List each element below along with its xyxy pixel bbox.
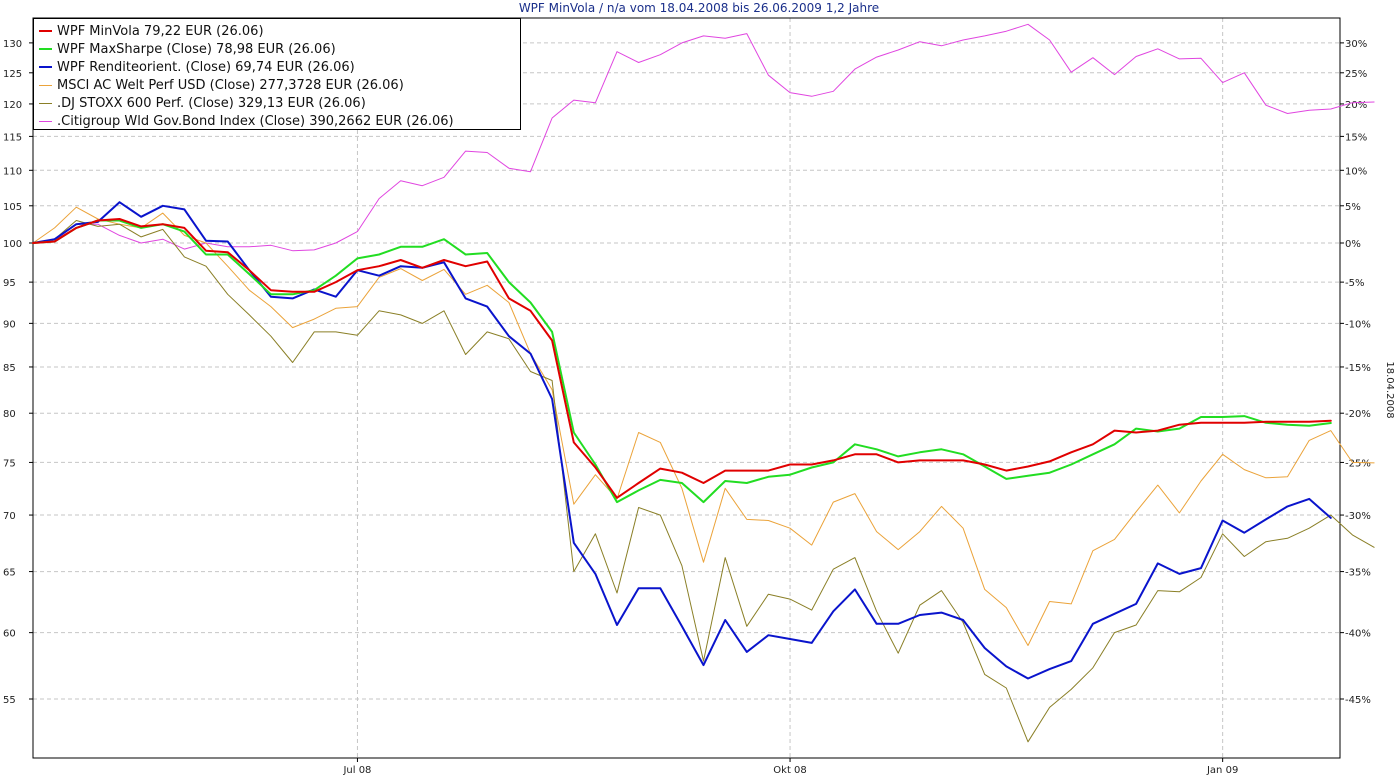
left-tick-label: 100: [3, 239, 22, 250]
right-tick-label: -5%: [1345, 278, 1364, 289]
legend-label: .DJ STOXX 600 Perf. (Close) 329,13 EUR (…: [57, 95, 366, 111]
left-tick-label: 105: [3, 202, 22, 213]
left-tick-label: 110: [3, 166, 22, 177]
left-tick-label: 120: [3, 100, 22, 111]
left-tick-label: 75: [3, 458, 16, 469]
legend-entry: MSCI AC Welt Perf USD (Close) 277,3728 E…: [39, 76, 520, 94]
right-tick-label: 30%: [1345, 39, 1367, 50]
right-tick-label: 0%: [1345, 239, 1361, 250]
chart-title: WPF MinVola / n/a vom 18.04.2008 bis 26.…: [518, 1, 880, 15]
right-axis: 30% 25% 20% 15% 10% 5% 0% -5% -10% -15% -20% -25% -3…: [1340, 39, 1371, 706]
right-tick-label: -35%: [1345, 568, 1371, 579]
left-tick-label: 90: [3, 319, 16, 330]
left-tick-label: 60: [3, 629, 16, 640]
legend: WPF MinVola 79,22 EUR (26.06) WPF MaxShar…: [33, 18, 521, 130]
left-tick-label: 125: [3, 69, 22, 80]
right-tick-label: 25%: [1345, 69, 1367, 80]
legend-entry: WPF MaxSharpe (Close) 78,98 EUR (26.06): [39, 40, 520, 58]
legend-swatch: [39, 66, 52, 68]
series-line-4: [32, 220, 1375, 743]
legend-swatch: [39, 84, 52, 86]
legend-entry: .Citigroup Wld Gov.Bond Index (Close) 39…: [39, 112, 520, 130]
series-line-0: [32, 218, 1332, 499]
series-layer: [32, 23, 1375, 743]
right-axis-label: 18.04.2008: [1384, 361, 1395, 418]
right-tick-label: -20%: [1345, 409, 1371, 420]
left-tick-label: 95: [3, 278, 16, 289]
series-line-3: [32, 206, 1375, 646]
legend-entry: WPF Renditeorient. (Close) 69,74 EUR (26…: [39, 58, 520, 76]
legend-swatch: [39, 120, 52, 122]
left-tick-label: 115: [3, 132, 22, 143]
right-tick-label: -15%: [1345, 363, 1371, 374]
right-tick-label: 15%: [1345, 132, 1367, 143]
legend-entry: .DJ STOXX 600 Perf. (Close) 329,13 EUR (…: [39, 94, 520, 112]
x-tick-label: Jan 09: [1206, 765, 1238, 775]
right-tick-label: -10%: [1345, 319, 1371, 330]
right-tick-label: 10%: [1345, 166, 1367, 177]
left-tick-label: 80: [3, 409, 16, 420]
legend-label: WPF MinVola 79,22 EUR (26.06): [57, 23, 264, 39]
legend-label: .Citigroup Wld Gov.Bond Index (Close) 39…: [57, 113, 454, 129]
series-line-5: [32, 23, 1375, 252]
right-tick-label: -40%: [1345, 629, 1371, 640]
legend-label: MSCI AC Welt Perf USD (Close) 277,3728 E…: [57, 77, 404, 93]
right-tick-label: -30%: [1345, 511, 1371, 522]
series-line-2: [32, 201, 1332, 680]
left-axis: 55 60 65 70 75 80 85 90 95 100 105 110 115 120 125 130: [3, 39, 33, 706]
x-tick-label: Okt 08: [773, 765, 807, 775]
plot-area-border: [32, 17, 1341, 759]
right-tick-label: -25%: [1345, 458, 1371, 469]
legend-label: WPF MaxSharpe (Close) 78,98 EUR (26.06): [57, 41, 336, 57]
left-tick-label: 65: [3, 568, 16, 579]
legend-swatch: [39, 30, 52, 32]
legend-entry: WPF MinVola 79,22 EUR (26.06): [39, 22, 520, 40]
legend-swatch: [39, 48, 52, 50]
left-tick-label: 85: [3, 363, 16, 374]
right-tick-label: -45%: [1345, 695, 1371, 706]
legend-label: WPF Renditeorient. (Close) 69,74 EUR (26…: [57, 59, 355, 75]
left-tick-label: 55: [3, 695, 16, 706]
x-tick-label: Jul 08: [342, 765, 371, 775]
left-tick-label: 130: [3, 39, 22, 50]
legend-swatch: [39, 102, 52, 104]
right-tick-label: 20%: [1345, 100, 1367, 111]
series-line-1: [32, 219, 1332, 504]
right-tick-label: 5%: [1345, 202, 1361, 213]
left-tick-label: 70: [3, 511, 16, 522]
